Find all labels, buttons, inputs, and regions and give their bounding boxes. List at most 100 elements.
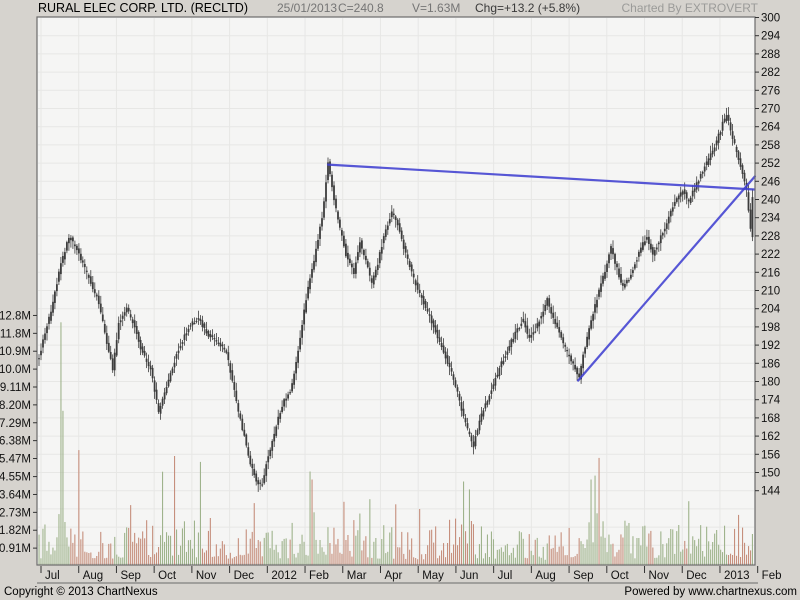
volume-bar <box>610 544 612 565</box>
candle-body <box>400 230 403 239</box>
candle-body <box>701 171 704 174</box>
volume-bar <box>528 534 530 565</box>
trendline-resistance[interactable] <box>326 163 756 191</box>
candle-body <box>576 367 578 375</box>
candle-wick <box>644 235 646 247</box>
volume-bar <box>413 557 415 565</box>
volume-bar <box>578 538 580 565</box>
volume-bar <box>510 552 512 565</box>
candle-body <box>38 358 40 360</box>
candle-body <box>578 373 580 378</box>
candle-body <box>536 323 539 329</box>
volume-bar <box>628 523 630 565</box>
volume-bar <box>231 558 233 565</box>
candle-body <box>97 295 100 305</box>
volume-bar <box>281 541 283 565</box>
candle-body <box>620 274 622 283</box>
price-tick-label: 210 <box>761 285 780 297</box>
candle-body <box>347 252 349 260</box>
candle-body <box>223 347 226 350</box>
candle-body <box>618 268 620 278</box>
candle-body <box>632 270 634 274</box>
candle-body <box>470 435 473 442</box>
volume-bar <box>313 512 315 565</box>
price-tick-label: 150 <box>761 467 780 479</box>
candle-body <box>707 158 710 165</box>
volume-bar <box>114 536 116 565</box>
volume-bar <box>622 537 624 565</box>
candle-body <box>303 309 305 325</box>
candle-body <box>378 252 381 264</box>
candle-body <box>727 114 730 121</box>
candle-wick <box>724 113 725 124</box>
volume-bar <box>536 537 538 565</box>
candle-body <box>337 211 339 220</box>
volume-bar <box>201 548 203 565</box>
candle-body <box>408 260 411 267</box>
candle-body <box>46 326 48 334</box>
candle-body <box>502 360 505 364</box>
volume-bar <box>548 535 550 565</box>
volume-bar <box>341 553 343 565</box>
volume-bar <box>726 554 728 565</box>
volume-bar <box>150 557 152 565</box>
volume-bar <box>670 529 672 565</box>
volume-bar <box>295 557 297 565</box>
volume-bar <box>652 547 654 565</box>
volume-bar <box>152 525 154 565</box>
volume-bar <box>136 543 138 565</box>
price-tick-label: 264 <box>761 122 781 134</box>
volume-bar <box>566 555 568 565</box>
trendlines-layer <box>326 163 757 382</box>
candle-body <box>309 278 311 290</box>
volume-bar <box>74 534 76 565</box>
price-tick-label: 294 <box>761 31 781 43</box>
candle-body <box>450 368 453 372</box>
candle-body <box>626 280 628 284</box>
candle-wick <box>566 346 568 358</box>
volume-bar <box>257 540 259 565</box>
volume-bar <box>353 520 355 565</box>
candle-body <box>151 367 154 379</box>
candle-body <box>538 321 541 327</box>
candle-body <box>93 289 96 294</box>
month-tick-label: 2012 <box>271 570 297 582</box>
candle-body <box>185 333 188 336</box>
candle-body <box>705 161 708 166</box>
candle-body <box>42 339 44 348</box>
volume-bar <box>199 461 201 565</box>
volume-bar <box>168 535 170 565</box>
volume-bar <box>476 558 478 565</box>
volume-bar <box>233 557 235 565</box>
volume-bar <box>118 556 120 565</box>
volume-bar <box>309 471 311 565</box>
candle-wick <box>520 317 522 329</box>
volume-bar <box>736 555 738 565</box>
candle-body <box>655 247 658 250</box>
volume-bar <box>174 456 176 565</box>
volume-bar <box>560 532 562 565</box>
volume-tick-label: 9.11M <box>0 382 31 394</box>
candle-body <box>644 241 646 245</box>
candle-body <box>191 321 194 326</box>
volume-tick-label: 1.82M <box>0 525 31 537</box>
candle-body <box>279 413 282 419</box>
candle-body <box>596 299 598 308</box>
candle-wick <box>122 311 124 327</box>
candle-wick <box>74 240 76 254</box>
trendline-support[interactable] <box>576 175 757 382</box>
candle-body <box>81 260 84 263</box>
candle-body <box>416 282 419 290</box>
volume-bar <box>104 558 106 565</box>
volume-bar <box>94 558 96 565</box>
candle-body <box>165 387 168 394</box>
volume-bar <box>423 559 425 565</box>
volume-bar <box>321 547 323 565</box>
candle-body <box>751 197 754 238</box>
volume-bar <box>359 513 361 565</box>
candle-wick <box>222 341 223 353</box>
month-tick-label: Nov <box>196 570 217 582</box>
candle-body <box>60 263 62 275</box>
candle-body <box>341 230 343 236</box>
